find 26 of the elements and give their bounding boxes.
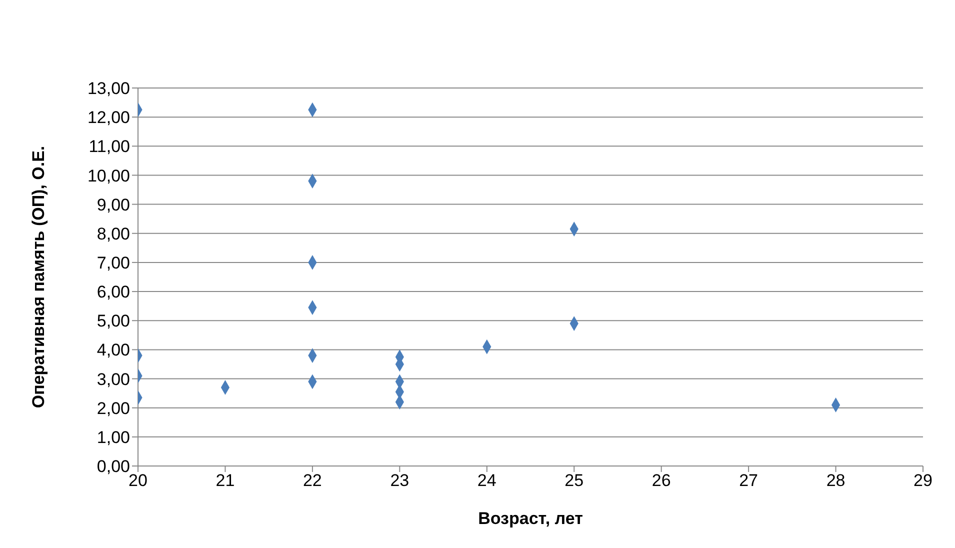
y-tick-label: 10,00	[87, 166, 130, 186]
x-tick-label: 21	[216, 471, 235, 490]
x-tick-label: 20	[128, 471, 148, 490]
x-tick-label: 23	[390, 471, 410, 490]
y-tick-label: 12,00	[87, 108, 130, 128]
x-tick-label: 29	[914, 471, 932, 490]
x-tick-label: 28	[826, 471, 846, 490]
x-axis-title: Возраст, лет	[478, 509, 583, 528]
y-tick-label: 3,00	[96, 370, 130, 389]
y-tick-label: 6,00	[96, 282, 130, 302]
y-tick-label: 0,00	[96, 457, 130, 476]
y-tick-label: 7,00	[96, 253, 130, 272]
y-tick-label: 13,00	[87, 79, 130, 98]
y-tick-label: 4,00	[96, 340, 130, 360]
y-tick-label: 5,00	[96, 312, 130, 331]
y-tick-label: 8,00	[96, 224, 130, 244]
x-tick-label: 26	[652, 471, 671, 490]
y-axis-title: Оперативная память (ОП), О.Е.	[29, 146, 48, 408]
y-tick-label: 1,00	[96, 428, 130, 447]
x-tick-label: 24	[477, 471, 496, 490]
y-tick-label: 2,00	[96, 398, 130, 418]
x-tick-label: 22	[302, 471, 322, 490]
x-tick-label: 27	[739, 471, 758, 490]
y-tick-label: 9,00	[96, 195, 130, 214]
y-tick-label: 11,00	[88, 137, 130, 156]
x-tick-label: 25	[564, 471, 584, 490]
